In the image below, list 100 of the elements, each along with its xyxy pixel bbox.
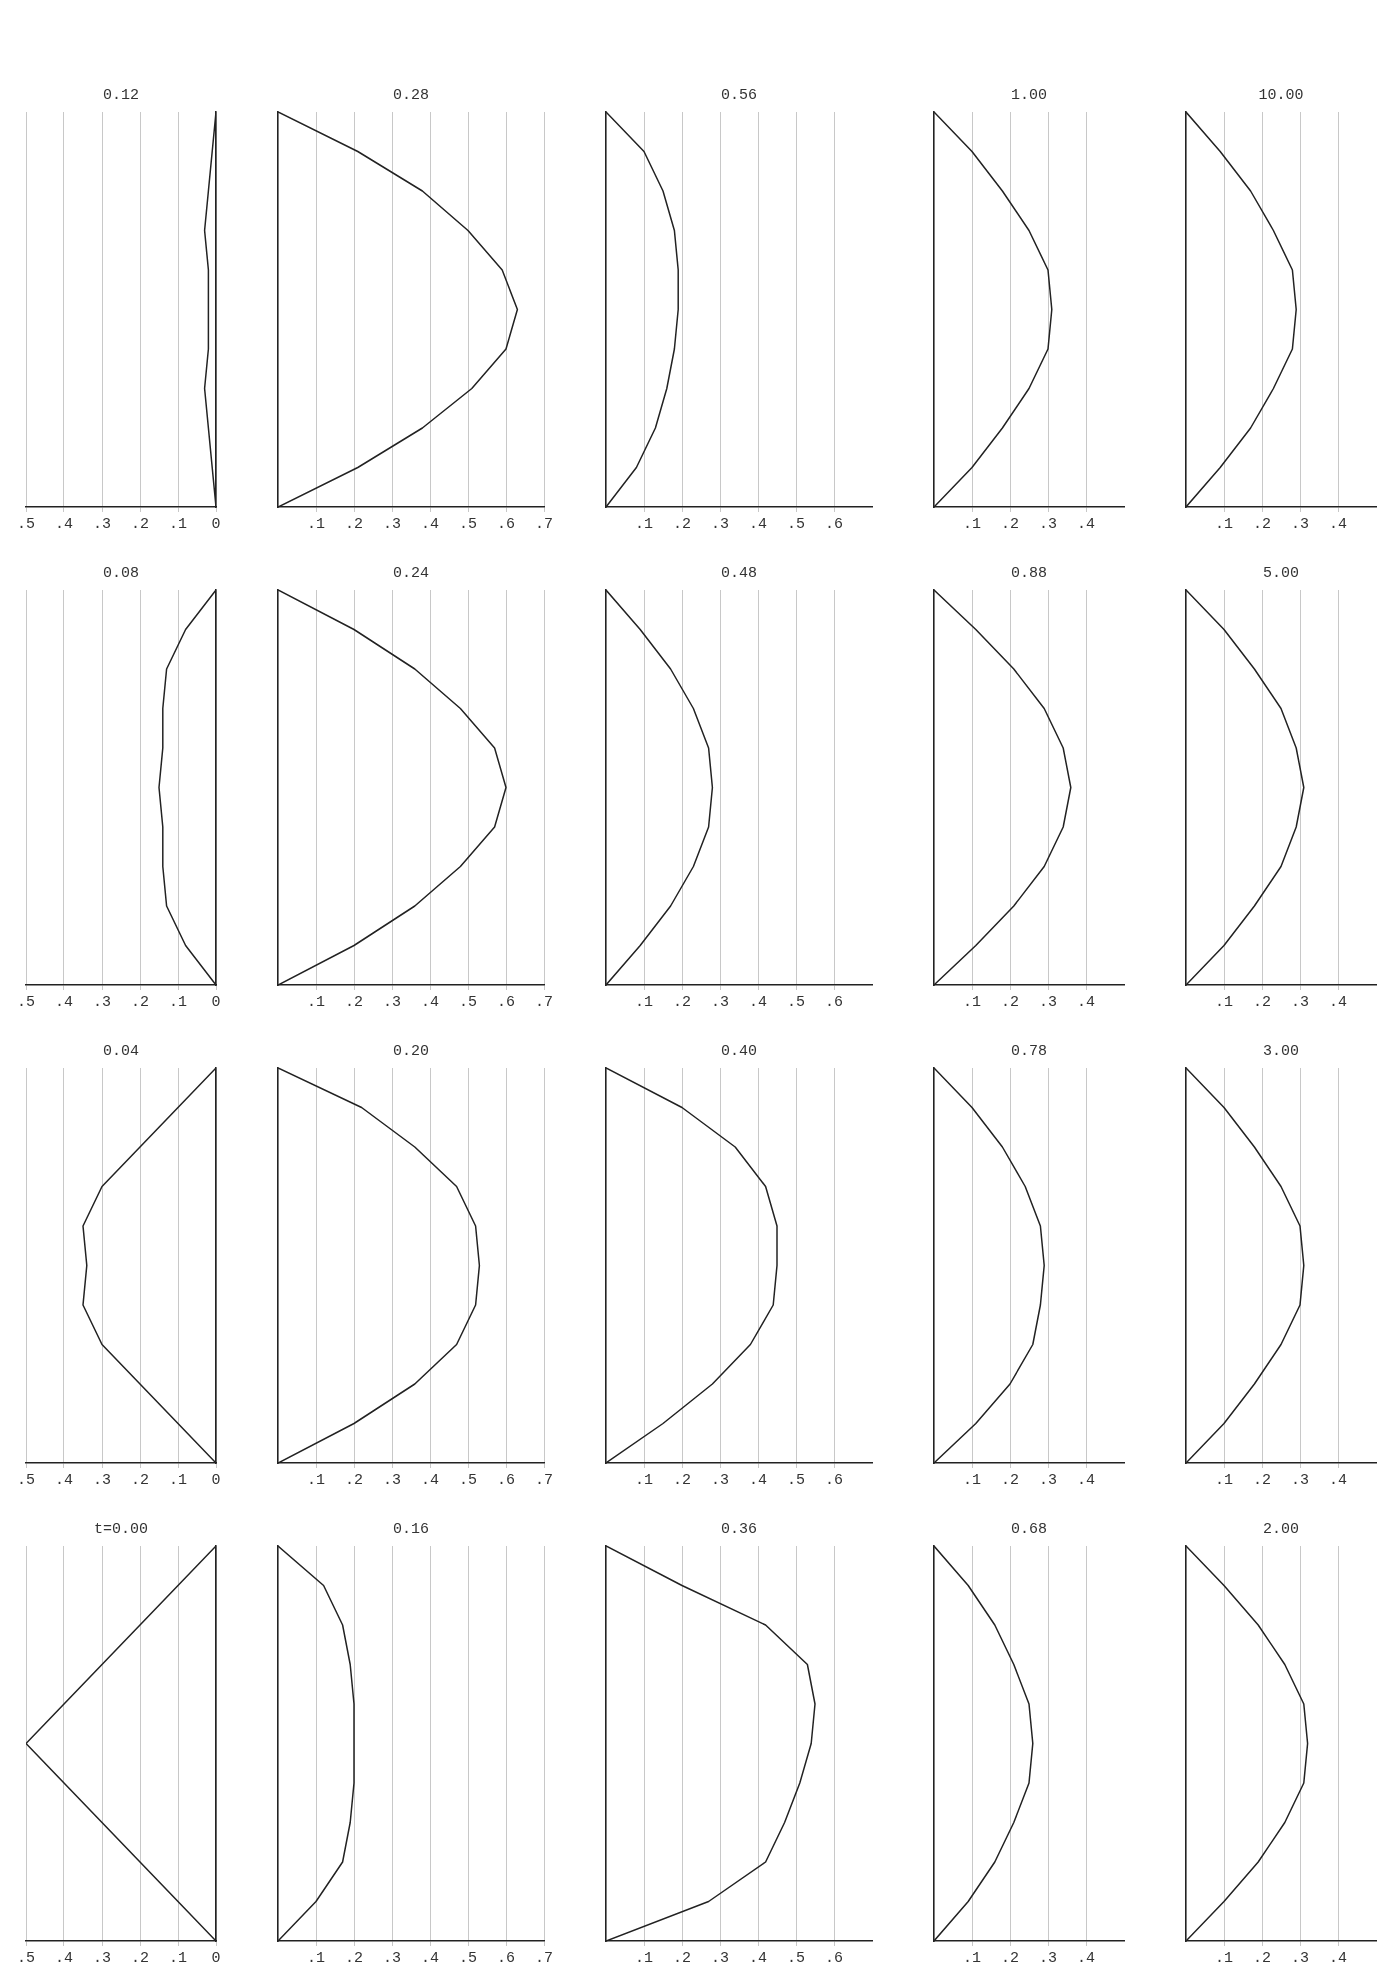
- x-tick-label: .2: [672, 1471, 692, 1489]
- x-tick-label: .5: [458, 515, 478, 533]
- chart-title: 0.68: [1010, 1520, 1048, 1538]
- x-tick-label: .1: [634, 1949, 654, 1967]
- x-tick-label: .1: [634, 993, 654, 1011]
- x-tick-label: .2: [130, 1949, 150, 1967]
- chart-title: 0.12: [102, 86, 140, 104]
- x-tick-label: .2: [344, 993, 364, 1011]
- x-tick-label: .4: [420, 1949, 440, 1967]
- x-tick-label: 0: [211, 993, 221, 1011]
- x-tick-label: .6: [824, 515, 844, 533]
- x-tick-label: .1: [1214, 993, 1234, 1011]
- x-tick-label: .1: [306, 1949, 326, 1967]
- x-tick-label: .3: [382, 1949, 402, 1967]
- x-tick-label: .4: [748, 1949, 768, 1967]
- x-tick-label: .5: [786, 515, 806, 533]
- x-tick-label: .2: [130, 515, 150, 533]
- x-tick-label: .7: [534, 515, 554, 533]
- x-tick-label: .2: [1000, 515, 1020, 533]
- chart-title: 5.00: [1262, 564, 1300, 582]
- x-tick-label: .2: [130, 993, 150, 1011]
- x-tick-label: .6: [824, 1949, 844, 1967]
- x-tick-label: .4: [1328, 515, 1348, 533]
- x-tick-label: .3: [1290, 1949, 1310, 1967]
- x-tick-label: .1: [962, 1471, 982, 1489]
- chart-title: 0.20: [392, 1042, 430, 1060]
- x-tick-label: .2: [672, 515, 692, 533]
- x-tick-label: .6: [496, 1471, 516, 1489]
- x-tick-label: .4: [1076, 993, 1096, 1011]
- x-tick-label: .3: [382, 515, 402, 533]
- x-tick-label: .4: [1076, 1471, 1096, 1489]
- chart-title: 0.04: [102, 1042, 140, 1060]
- chart-title: 0.88: [1010, 564, 1048, 582]
- x-tick-label: .3: [382, 1471, 402, 1489]
- chart-title: t=0.00: [93, 1520, 149, 1538]
- x-tick-label: .3: [92, 1471, 112, 1489]
- x-tick-label: .3: [1038, 1471, 1058, 1489]
- x-tick-label: .4: [1328, 1949, 1348, 1967]
- x-tick-label: 0: [211, 515, 221, 533]
- chart-title: 3.00: [1262, 1042, 1300, 1060]
- chart-title: 0.28: [392, 86, 430, 104]
- x-tick-label: .3: [1290, 515, 1310, 533]
- x-tick-label: .1: [306, 515, 326, 533]
- x-tick-label: .6: [496, 993, 516, 1011]
- chart-title: 0.24: [392, 564, 430, 582]
- x-tick-label: .5: [786, 1949, 806, 1967]
- x-tick-label: .7: [534, 1949, 554, 1967]
- x-tick-label: .4: [54, 1949, 74, 1967]
- chart-title: 2.00: [1262, 1520, 1300, 1538]
- x-tick-label: .2: [1252, 1471, 1272, 1489]
- x-tick-label: .3: [92, 1949, 112, 1967]
- x-tick-label: .1: [306, 993, 326, 1011]
- x-tick-label: .2: [344, 515, 364, 533]
- x-tick-label: .3: [710, 515, 730, 533]
- x-tick-label: .4: [54, 993, 74, 1011]
- x-tick-label: .1: [634, 1471, 654, 1489]
- x-tick-label: .3: [382, 993, 402, 1011]
- x-tick-label: .6: [496, 515, 516, 533]
- x-tick-label: .4: [54, 1471, 74, 1489]
- x-tick-label: .3: [710, 1949, 730, 1967]
- x-tick-label: .4: [1328, 993, 1348, 1011]
- x-tick-label: .6: [824, 993, 844, 1011]
- x-tick-label: .5: [16, 515, 36, 533]
- x-tick-label: .2: [1000, 1471, 1020, 1489]
- x-tick-label: .4: [748, 515, 768, 533]
- x-tick-label: .3: [1038, 1949, 1058, 1967]
- x-tick-label: .3: [710, 993, 730, 1011]
- x-tick-label: .1: [306, 1471, 326, 1489]
- x-tick-label: 0: [211, 1471, 221, 1489]
- x-tick-label: .2: [672, 1949, 692, 1967]
- x-tick-label: .3: [710, 1471, 730, 1489]
- x-tick-label: .7: [534, 993, 554, 1011]
- x-tick-label: .1: [168, 1949, 188, 1967]
- x-tick-label: .3: [1038, 993, 1058, 1011]
- x-tick-label: .2: [1000, 993, 1020, 1011]
- x-tick-label: .2: [672, 993, 692, 1011]
- x-tick-label: .2: [130, 1471, 150, 1489]
- x-tick-label: .2: [344, 1949, 364, 1967]
- x-tick-label: .4: [1076, 515, 1096, 533]
- chart-title: 0.16: [392, 1520, 430, 1538]
- x-tick-label: .1: [962, 1949, 982, 1967]
- x-tick-label: .4: [1328, 1471, 1348, 1489]
- x-tick-label: .5: [458, 993, 478, 1011]
- x-tick-label: .5: [458, 1949, 478, 1967]
- x-tick-label: .4: [748, 993, 768, 1011]
- x-tick-label: .1: [168, 515, 188, 533]
- x-tick-label: .2: [1000, 1949, 1020, 1967]
- x-tick-label: .5: [16, 1949, 36, 1967]
- x-tick-label: .4: [420, 993, 440, 1011]
- x-tick-label: .4: [1076, 1949, 1096, 1967]
- x-tick-label: .6: [496, 1949, 516, 1967]
- x-tick-label: .4: [420, 515, 440, 533]
- x-tick-label: .1: [168, 1471, 188, 1489]
- x-tick-label: .5: [16, 1471, 36, 1489]
- x-tick-label: .5: [16, 993, 36, 1011]
- x-tick-label: .3: [1290, 1471, 1310, 1489]
- chart-title: 0.56: [720, 86, 758, 104]
- x-tick-label: .3: [1290, 993, 1310, 1011]
- x-tick-label: .2: [1252, 993, 1272, 1011]
- x-tick-label: .4: [748, 1471, 768, 1489]
